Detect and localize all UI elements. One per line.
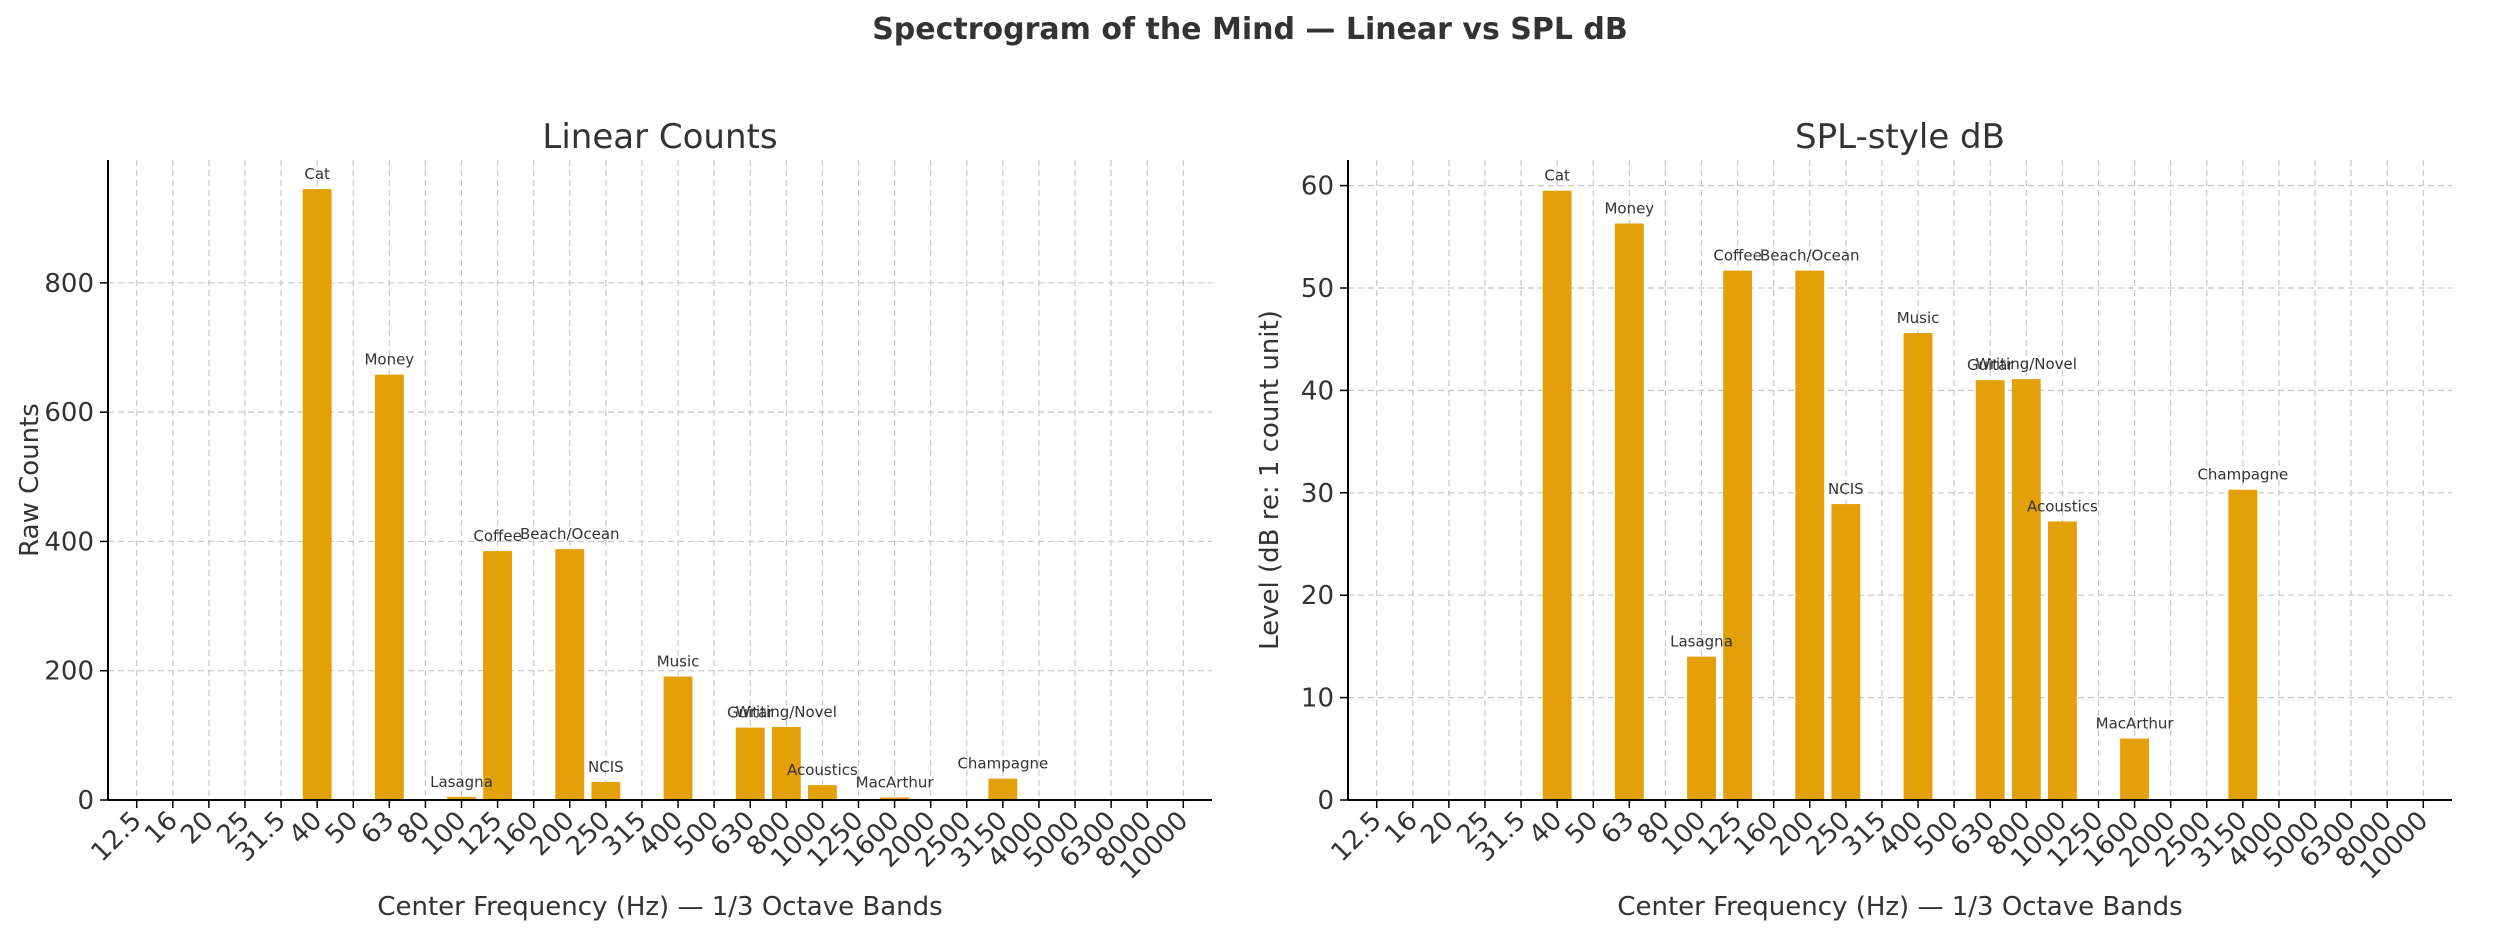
linear-bar-label: Champagne [957,755,1048,773]
linear-x-axis-label: Center Frequency (Hz) — 1/3 Octave Bands [377,892,942,922]
linear-bar-label: Acoustics [787,761,858,779]
spl-y-tick-label: 30 [1301,479,1334,509]
spl-bar-label: Lasagna [1670,633,1733,651]
linear-bar-label: Music [657,653,700,671]
spl-bar-40 [1542,190,1572,801]
linear-bar-3150 [988,778,1018,800]
spl-bar-label: Cat [1544,167,1570,185]
spl-bar-label: Money [1604,199,1654,217]
spl-x-tick-label: 12.5 [1326,806,1388,868]
spl-bar-label: Champagne [2197,466,2288,484]
spl-bar-3150 [2228,489,2258,800]
linear-bar-label: Guitar [727,704,774,722]
spl-bar-label: Acoustics [2027,497,2098,515]
linear-bar-250 [591,781,621,800]
spl-y-tick-label: 10 [1301,684,1334,714]
spl-chart-title: SPL-style dB [1795,117,2005,157]
spl-bar-63 [1614,223,1644,800]
spl-bar-200 [1795,270,1825,800]
linear-bar-label: Cat [304,165,330,183]
linear-bar-label: NCIS [588,758,624,776]
spl-bar-800 [2011,379,2041,800]
spl-bar-label: Beach/Ocean [1760,247,1860,265]
linear-x-tick-label: 12.5 [86,806,148,868]
linear-bar-label: Beach/Ocean [520,525,620,543]
spl-bar-label: MacArthur [2096,715,2175,733]
figure-title: Spectrogram of the Mind — Linear vs SPL … [872,12,1628,47]
spl-x-axis-label: Center Frequency (Hz) — 1/3 Octave Bands [1617,892,2182,922]
spl-bar-label: Music [1897,309,1940,327]
spl-y-tick-label: 50 [1301,274,1334,304]
linear-y-tick-label: 200 [44,657,94,687]
linear-bar-40 [302,189,332,800]
linear-y-tick-label: 800 [44,269,94,299]
linear-y-tick-label: 600 [44,398,94,428]
spl-bar-label: Coffee [1713,247,1761,265]
spl-bar-250 [1831,504,1861,800]
spl-y-tick-label: 0 [1317,786,1334,816]
spl-y-tick-label: 60 [1301,172,1334,202]
linear-bar-label: Money [364,351,414,369]
linear-y-tick-label: 0 [77,786,94,816]
spl-bar-1000 [2047,521,2077,800]
linear-bar-200 [555,549,585,800]
spl-bar-1600 [2120,738,2150,800]
linear-bar-630 [735,727,765,800]
spl-y-tick-label: 40 [1301,376,1334,406]
linear-bar-125 [483,551,513,800]
linear-chart-title: Linear Counts [542,117,777,157]
spl-bar-label: Guitar [1967,356,2014,374]
linear-bar-100 [447,796,476,800]
spl-bar-label: NCIS [1828,480,1864,498]
spl-bar-label: Writing/Novel [1976,355,2077,373]
linear-bar-label: Lasagna [430,773,493,791]
linear-bar-800 [771,726,801,800]
spl-y-axis-label: Level (dB re: 1 count unit) [1255,310,1285,650]
linear-bar-1600 [880,797,910,800]
spl-y-tick-label: 20 [1301,581,1334,611]
linear-bar-label: MacArthur [856,773,935,791]
spl-bar-400 [1903,333,1933,800]
linear-y-tick-label: 400 [44,527,94,557]
spl-bar-630 [1975,380,2005,800]
linear-y-axis-label: Raw Counts [15,403,45,557]
spl-bar-100 [1687,656,1716,800]
linear-bar-label: Writing/Novel [736,703,837,721]
linear-bar-label: Coffee [473,527,521,545]
linear-bar-400 [663,676,693,800]
linear-bar-63 [374,374,404,800]
spl-bar-125 [1723,270,1753,800]
linear-bar-1000 [807,785,837,800]
